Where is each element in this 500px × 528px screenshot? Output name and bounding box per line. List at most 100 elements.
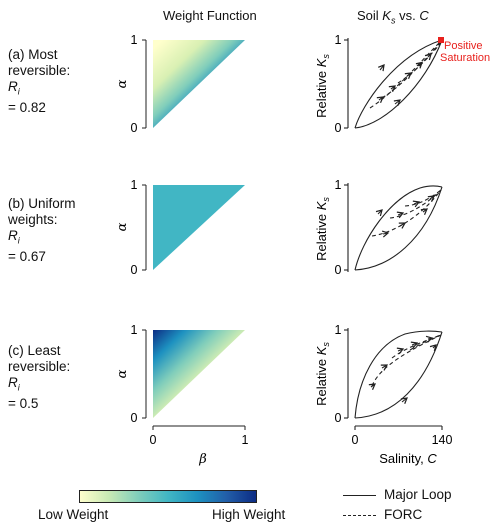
arrow-c-7	[429, 344, 437, 352]
weight-panel-b: 1 0 α	[115, 178, 245, 277]
major-loop-upper-a	[354, 39, 443, 129]
salinity-label: Salinity, C	[379, 451, 437, 466]
positive-saturation-marker	[438, 37, 444, 43]
row-b-line1: (b) Uniform	[8, 196, 76, 211]
beta-label: β	[198, 452, 207, 467]
arrow-b-4	[396, 211, 405, 219]
y-tick-label-1-a: 1	[131, 33, 138, 47]
row-a-line2: reversible:	[8, 63, 71, 78]
ks-panel-a	[344, 38, 443, 129]
ks-y-tick-label-1-a: 1	[335, 33, 342, 47]
ks-y-tick-label-1-c: 1	[335, 323, 342, 337]
positive-saturation-line2: Saturation	[440, 52, 490, 64]
weight-triangle-b	[153, 185, 245, 270]
weight-function-title: Weight Function	[163, 8, 257, 23]
major-loop-lower-b	[354, 186, 443, 271]
legend-major-label: Major Loop	[384, 487, 452, 502]
colorbar-low-label: Low Weight	[38, 507, 109, 522]
ks-y-tick-label-0-c: 0	[335, 411, 342, 425]
arrow-b-3	[398, 222, 407, 229]
major-loop-upper-b	[354, 185, 443, 271]
weight-triangle-c	[153, 330, 245, 418]
x-tick-label-1: 1	[242, 433, 249, 447]
arrow-a-1	[376, 96, 384, 103]
soil-ks-title: Soil Ks vs. C	[357, 8, 429, 26]
row-a-ri: Ri = 0.82	[8, 79, 70, 116]
arrow-b-2	[381, 230, 390, 238]
forc-b-2	[389, 189, 442, 219]
arrow-a-4	[415, 61, 423, 69]
major-loop-upper-c	[354, 330, 443, 419]
ks-y-label-c: Relative Ks	[314, 342, 331, 406]
ks-y-tick-label-0-a: 0	[335, 121, 342, 135]
ks-x-tick-label-0: 0	[352, 433, 359, 447]
y-tick-label-0-c: 0	[131, 411, 138, 425]
arrow-a-2	[388, 85, 396, 92]
row-c-line2: reversible:	[8, 359, 71, 374]
ri-symbol: R	[8, 375, 18, 390]
ri-sub: i	[17, 86, 20, 97]
arrow-c-2	[380, 364, 389, 371]
colorbar-high-label: High Weight	[212, 507, 286, 522]
soil-title-k: K	[382, 8, 391, 23]
legend-forc-label: FORC	[384, 507, 423, 522]
positive-saturation-line1: Positive	[444, 40, 483, 52]
soil-title-c: C	[419, 8, 429, 23]
arrow-c-3	[396, 347, 405, 355]
arrow-a-7	[378, 64, 385, 72]
ks-panel-c	[344, 328, 443, 430]
y-tick-label-0-a: 0	[131, 121, 138, 135]
ri-sub: i	[17, 235, 20, 246]
ri-value: = 0.5	[8, 395, 39, 411]
forc-b-3	[404, 189, 442, 207]
soil-title-s: s	[390, 15, 396, 26]
major-loop-lower-c	[354, 331, 443, 419]
row-c-label: (c) Least reversible: Ri = 0.5	[8, 343, 70, 412]
forc-a-2	[381, 42, 441, 99]
alpha-label-c: α	[115, 369, 130, 378]
ri-symbol: R	[8, 228, 18, 243]
colorbar	[79, 490, 257, 503]
soil-title-prefix: Soil	[357, 8, 383, 23]
arrow-c-5	[425, 335, 434, 343]
row-a-label: (a) Most reversible: Ri = 0.82	[8, 47, 70, 116]
arrow-b-5	[412, 200, 421, 208]
ri-value: = 0.67	[8, 248, 46, 264]
y-tick-label-0-b: 0	[131, 263, 138, 277]
arrow-b-6	[420, 208, 428, 215]
arrow-c-4	[410, 341, 419, 349]
ks-y-tick-label-0-b: 0	[335, 263, 342, 277]
alpha-label-b: α	[115, 222, 130, 231]
ri-value: = 0.82	[8, 99, 46, 115]
ri-symbol: R	[8, 79, 18, 94]
ks-x-tick-label-140: 140	[432, 433, 453, 447]
ri-sub: i	[17, 382, 20, 393]
arrow-c-1	[368, 383, 376, 390]
row-b-label: (b) Uniform weights: Ri = 0.67	[8, 196, 76, 265]
legend-forc-line	[343, 515, 376, 516]
major-loop-lower-a	[354, 39, 443, 129]
arrow-b-1	[375, 209, 383, 217]
ks-y-label-a: Relative Ks	[314, 54, 331, 118]
arrow-a-6	[393, 99, 401, 106]
arrow-a-5	[424, 53, 432, 61]
arrow-b-7	[427, 195, 435, 202]
forc-c-3	[409, 334, 442, 351]
row-b-ri: Ri = 0.67	[8, 228, 76, 265]
ks-y-tick-label-1-b: 1	[335, 178, 342, 192]
soil-title-vs: vs.	[395, 8, 420, 23]
legend-major-line	[343, 495, 376, 496]
y-tick-label-1-b: 1	[131, 178, 138, 192]
y-tick-label-1-c: 1	[131, 323, 138, 337]
weight-panel-a: 1 0 α	[115, 33, 245, 135]
row-c-line1: (c) Least	[8, 343, 61, 358]
ks-panel-b	[344, 183, 443, 272]
ks-y-label-b: Relative Ks	[314, 197, 331, 261]
row-a-line1: (a) Most	[8, 47, 58, 62]
row-b-line2: weights:	[8, 212, 58, 227]
arrow-c-6	[400, 397, 408, 404]
x-tick-label-0: 0	[150, 433, 157, 447]
weight-triangle-a	[153, 40, 245, 128]
weight-panel-c: 1 0 α 0 1 β	[115, 323, 249, 467]
